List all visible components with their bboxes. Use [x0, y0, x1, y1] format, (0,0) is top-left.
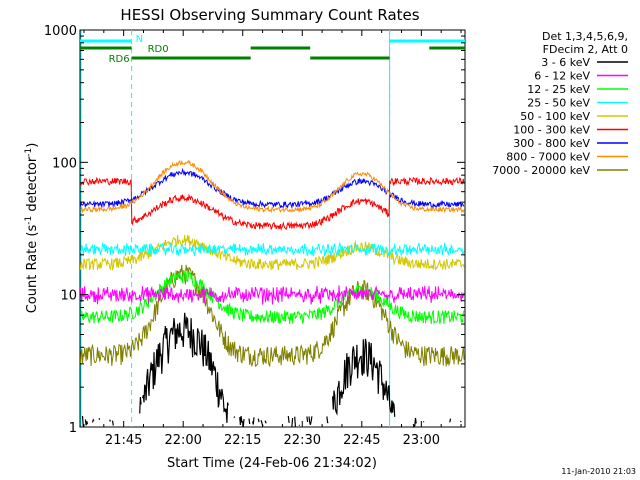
axes: 21:45 22:00 22:15 22:30 22:45 23:00 1 10 100 1000	[44, 24, 465, 448]
y-axis-label-part: detector	[25, 156, 40, 216]
y-tick-label: 1000	[44, 24, 77, 39]
x-tick-label: 22:30	[284, 433, 321, 448]
footer-timestamp: 11-Jan-2010 21:03	[561, 467, 636, 476]
x-tick-label: 21:45	[105, 433, 142, 448]
series-line-7000-20000-kev	[79, 264, 465, 368]
y-axis-label-part: )	[25, 143, 40, 148]
legend-entry-label: 3 - 6 keV	[541, 56, 590, 69]
x-tick-label: 22:15	[224, 433, 261, 448]
plot-frame	[79, 29, 466, 428]
rd0-flag-label: RD0	[148, 44, 169, 55]
series-line-100-300-kev	[79, 176, 465, 231]
series-layer	[79, 159, 465, 427]
rd6-flag-label: RD6	[109, 54, 130, 65]
y-tick-label: 1	[69, 421, 77, 436]
chart-title: HESSI Observing Summary Count Rates	[120, 6, 419, 24]
x-tick-label: 22:45	[343, 433, 380, 448]
legend-entry-label: 25 - 50 keV	[527, 97, 590, 110]
series-line-50-100-kev	[79, 234, 465, 272]
y-axis-label-part: Count Rate (s	[25, 225, 40, 314]
y-axis-label-sup: -1	[24, 216, 34, 225]
y-tick-label: 100	[52, 156, 77, 171]
legend-entry-label: 100 - 300 keV	[513, 124, 590, 137]
series-line-6-12-kev	[79, 285, 465, 305]
legend-entry-label: 6 - 12 keV	[534, 70, 590, 83]
legend-header-line: Det 1,3,4,5,6,9,	[542, 30, 628, 43]
legend-header-line: FDecim 2, Att 0	[543, 43, 628, 56]
y-axis-label: Count Rate (s-1 detector-1)	[24, 143, 40, 314]
flag-bars: N RD0 RD6	[80, 34, 465, 65]
legend-entry-label: 50 - 100 keV	[520, 110, 590, 123]
legend-entry-label: 7000 - 20000 keV	[492, 164, 590, 177]
legend-entry-label: 12 - 25 keV	[527, 83, 590, 96]
x-tick-label: 23:00	[403, 433, 440, 448]
series-line-25-50-kev	[79, 241, 465, 257]
y-tick-label: 10	[60, 289, 77, 304]
night-flag-label: N	[136, 34, 143, 45]
series-line-12-25-kev	[80, 269, 465, 325]
legend-entry-label: 300 - 800 keV	[513, 137, 590, 150]
legend-entry-label: 800 - 7000 keV	[506, 151, 590, 164]
series-line-800-7000-kev	[80, 159, 465, 214]
legend: Det 1,3,4,5,6,9, FDecim 2, Att 0 3 - 6 k…	[492, 30, 628, 177]
x-tick-label: 22:00	[164, 433, 201, 448]
plot-area	[79, 29, 466, 428]
y-axis-label-sup: -1	[24, 148, 34, 157]
x-axis-label: Start Time (24-Feb-06 21:34:02)	[167, 456, 377, 471]
